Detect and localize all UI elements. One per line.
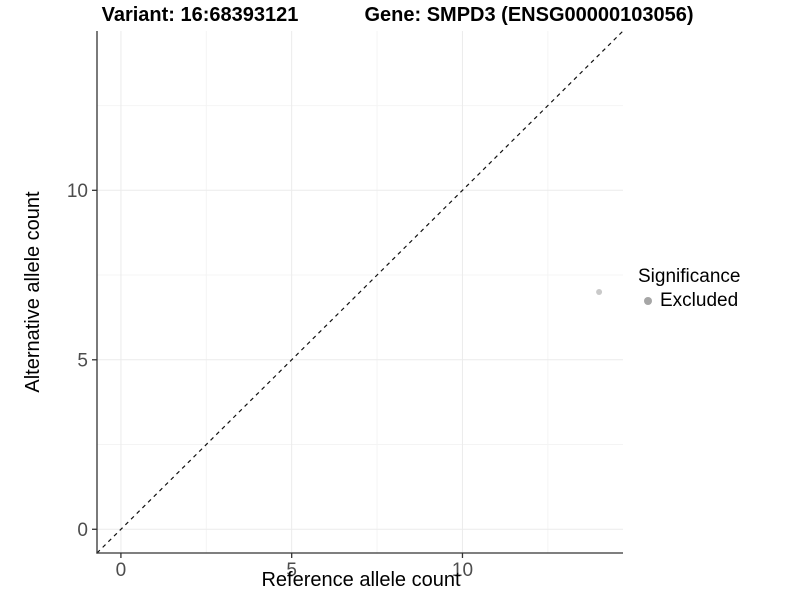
excluded-point-icon <box>643 296 652 305</box>
y-tick-label: 10 <box>67 181 88 202</box>
legend-key <box>638 291 657 310</box>
legend-item-label: Excluded <box>660 290 739 311</box>
y-tick-label: 5 <box>77 350 88 371</box>
x-tick-label: 5 <box>286 560 297 581</box>
data-point <box>596 289 603 295</box>
legend: Significance Excluded <box>638 266 740 311</box>
legend-item-excluded: Excluded <box>638 290 740 311</box>
x-tick-label: 0 <box>116 560 127 581</box>
gene-title: Gene: SMPD3 (ENSG00000103056) <box>364 4 694 26</box>
y-tick-label: 0 <box>77 520 88 541</box>
identity-line <box>96 30 624 554</box>
legend-title: Significance <box>638 266 741 287</box>
x-axis-title: Reference allele count <box>261 569 461 591</box>
y-axis-title: Alternative allele count <box>22 191 44 393</box>
x-tick-label: 10 <box>452 560 473 581</box>
variant-title: Variant: 16:68393121 <box>101 4 299 26</box>
